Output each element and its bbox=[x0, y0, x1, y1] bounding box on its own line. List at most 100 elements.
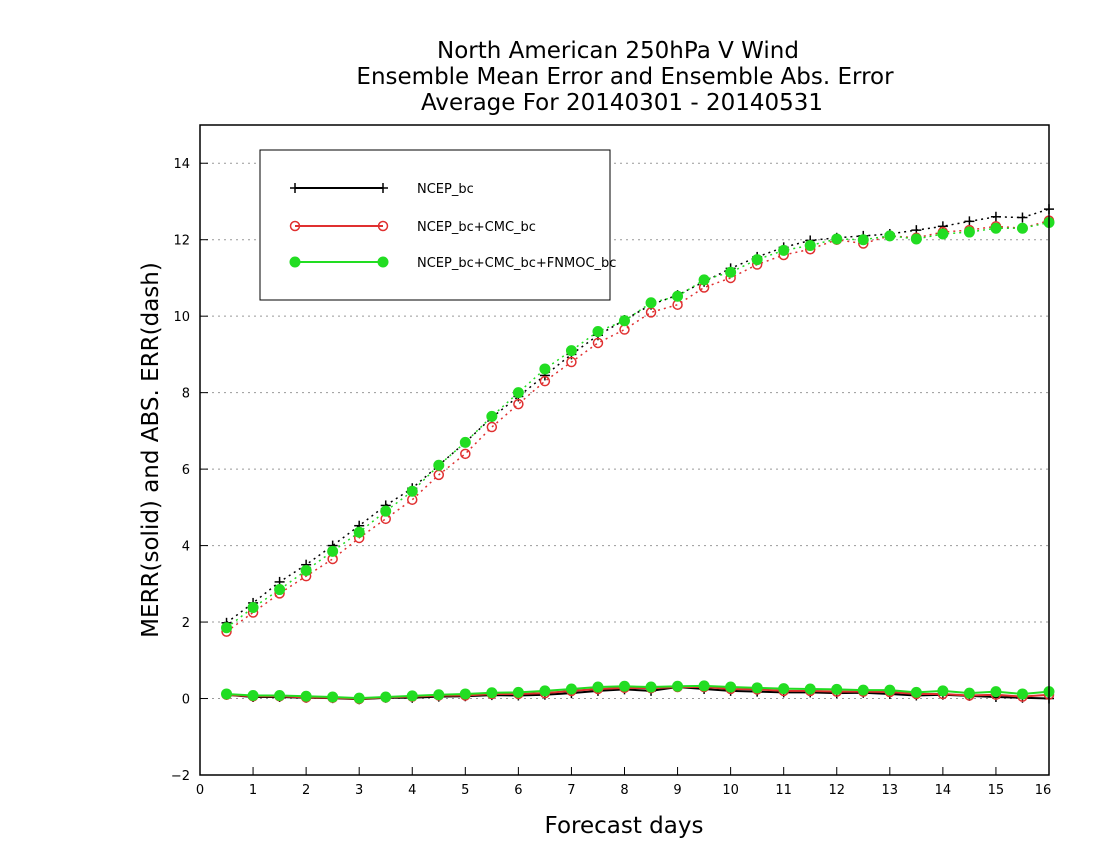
data-point bbox=[964, 216, 975, 227]
data-point bbox=[725, 266, 737, 278]
data-point bbox=[512, 387, 524, 399]
x-tick-label: 12 bbox=[828, 783, 845, 798]
data-point bbox=[619, 680, 630, 692]
data-point bbox=[619, 324, 630, 335]
data-point bbox=[460, 448, 471, 460]
data-point bbox=[247, 602, 259, 614]
data-point bbox=[513, 398, 524, 410]
data-point bbox=[672, 290, 684, 302]
data-point bbox=[289, 256, 301, 268]
data-point bbox=[486, 410, 498, 422]
x-tick-label: 0 bbox=[196, 783, 204, 798]
title-line-3: Average For 20140301 - 20140531 bbox=[421, 90, 823, 116]
x-tick-label: 15 bbox=[988, 783, 1005, 798]
data-point bbox=[565, 683, 577, 695]
data-point bbox=[804, 683, 816, 695]
data-point bbox=[592, 681, 604, 693]
data-point bbox=[698, 680, 710, 692]
data-point bbox=[300, 690, 312, 702]
data-point bbox=[566, 356, 577, 368]
data-point bbox=[619, 315, 630, 327]
y-tick-label: 14 bbox=[173, 157, 190, 172]
data-point bbox=[300, 564, 312, 576]
x-tick-label: 14 bbox=[935, 783, 952, 798]
data-point bbox=[857, 234, 869, 246]
data-point bbox=[592, 337, 604, 349]
x-tick-label: 10 bbox=[722, 783, 739, 798]
x-tick-label: 8 bbox=[620, 783, 628, 798]
legend: NCEP_bc NCEP_bc+CMC_bc NCEP_bc+CMC_bc+FNMO… bbox=[259, 149, 616, 301]
data-point bbox=[327, 545, 339, 557]
data-point bbox=[778, 244, 790, 256]
data-point bbox=[910, 686, 922, 698]
data-point bbox=[645, 681, 657, 693]
data-point bbox=[1017, 212, 1028, 223]
y-tick-label: 0 bbox=[182, 693, 190, 708]
x-tick-label: 13 bbox=[882, 783, 899, 798]
data-point bbox=[353, 526, 365, 538]
data-point bbox=[433, 459, 445, 471]
data-point bbox=[910, 233, 922, 245]
y-tick-label: 6 bbox=[182, 463, 190, 478]
x-tick-label: 7 bbox=[567, 783, 575, 798]
data-point bbox=[406, 485, 418, 497]
data-point bbox=[377, 220, 389, 232]
x-tick-label: 9 bbox=[673, 783, 681, 798]
data-point bbox=[221, 622, 233, 634]
x-tick-label: 4 bbox=[408, 783, 416, 798]
legend-item: NCEP_bc bbox=[290, 182, 474, 197]
series-2 bbox=[221, 217, 1055, 704]
plot-series bbox=[221, 204, 1055, 705]
data-point bbox=[831, 683, 843, 695]
data-point bbox=[857, 684, 869, 696]
x-axis-label: Forecast days bbox=[545, 813, 704, 839]
data-point bbox=[937, 228, 949, 240]
data-point bbox=[433, 689, 445, 701]
data-point bbox=[274, 584, 286, 596]
legend-item: NCEP_bc+CMC_bc+FNMOC_bc bbox=[289, 256, 616, 271]
data-point bbox=[539, 375, 551, 387]
data-point bbox=[539, 363, 551, 375]
y-tick-label: 8 bbox=[182, 387, 190, 402]
legend-label: NCEP_bc+CMC_bc+FNMOC_bc bbox=[417, 256, 616, 271]
x-tick-label: 5 bbox=[461, 783, 469, 798]
data-point bbox=[804, 239, 816, 251]
data-point bbox=[1016, 688, 1028, 700]
data-point bbox=[592, 325, 604, 337]
data-point bbox=[327, 691, 339, 703]
data-point bbox=[486, 687, 498, 699]
data-point bbox=[645, 297, 657, 309]
data-point bbox=[884, 230, 896, 242]
abs-error-line bbox=[226, 219, 1050, 633]
legend-item: NCEP_bc+CMC_bc bbox=[289, 220, 536, 235]
data-point bbox=[512, 686, 524, 698]
data-point bbox=[289, 220, 301, 232]
data-point bbox=[751, 254, 763, 266]
data-point bbox=[380, 505, 392, 517]
data-point bbox=[274, 689, 286, 701]
y-tick-label: 10 bbox=[173, 310, 190, 325]
plot-frame bbox=[199, 124, 1050, 776]
data-point bbox=[380, 691, 392, 703]
data-point bbox=[698, 274, 710, 286]
data-point bbox=[884, 684, 896, 696]
y-tick-label: 12 bbox=[173, 234, 190, 249]
data-point bbox=[459, 688, 471, 700]
data-point bbox=[378, 183, 388, 193]
data-point bbox=[1016, 222, 1028, 234]
data-point bbox=[353, 692, 365, 704]
x-tick-label: 3 bbox=[355, 783, 363, 798]
data-point bbox=[486, 421, 498, 433]
chart-title: North American 250hPa V Wind Ensemble Me… bbox=[356, 38, 894, 116]
x-tick-label: 11 bbox=[775, 783, 792, 798]
data-point bbox=[406, 690, 418, 702]
data-point bbox=[725, 681, 737, 693]
data-point bbox=[751, 682, 763, 694]
data-point bbox=[247, 689, 259, 701]
data-point bbox=[831, 233, 843, 245]
data-point bbox=[539, 685, 551, 697]
data-point bbox=[290, 183, 300, 193]
x-tick-label: 16 bbox=[1035, 783, 1052, 798]
